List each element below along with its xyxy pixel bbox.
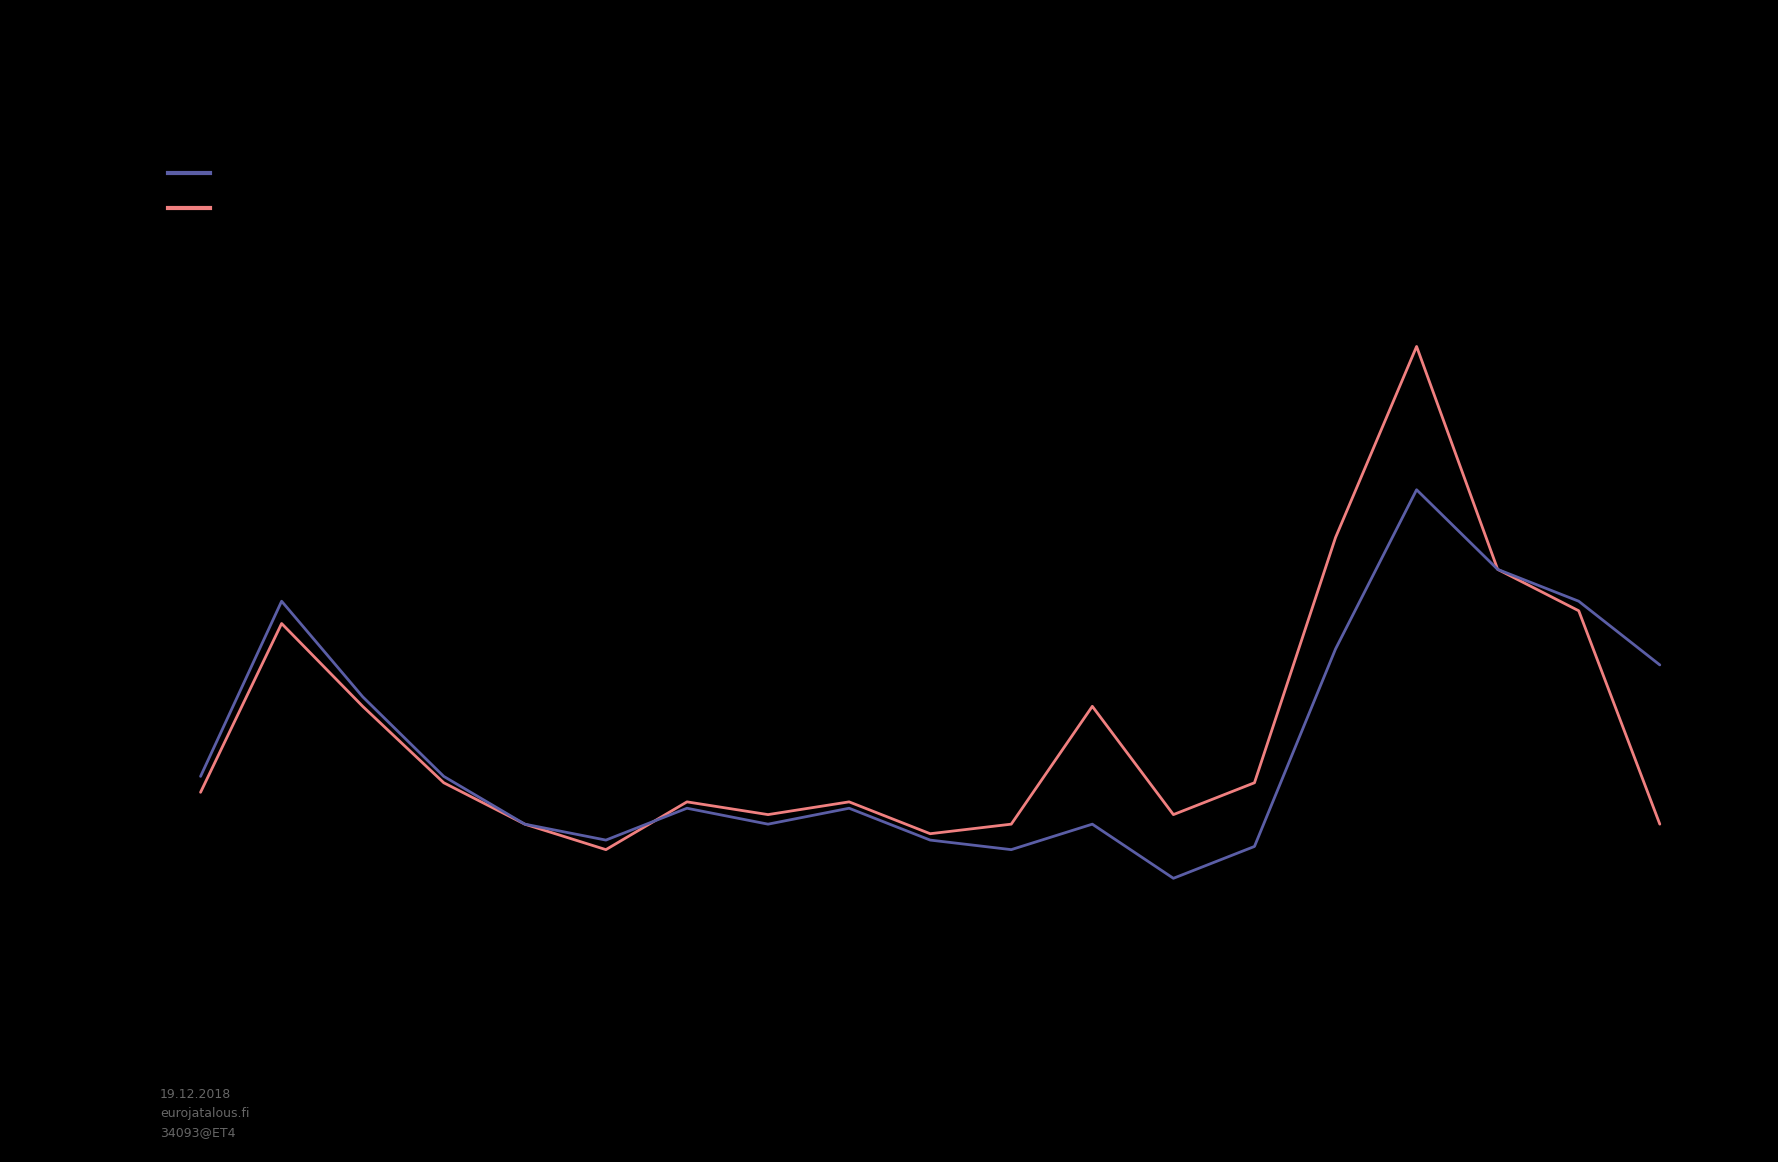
Text: Tehdasteollisuuden suhteellinen kannattavuus oli heikoimmillaan vuonna 2012: Tehdasteollisuuden suhteellinen kannatta… xyxy=(160,103,928,123)
Text: 19.12.2018
eurojatalous.fi
34093@ET4: 19.12.2018 eurojatalous.fi 34093@ET4 xyxy=(160,1088,249,1139)
Legend: Tehdasteollisuus, Kaikki toimialat: Tehdasteollisuus, Kaikki toimialat xyxy=(169,165,361,217)
